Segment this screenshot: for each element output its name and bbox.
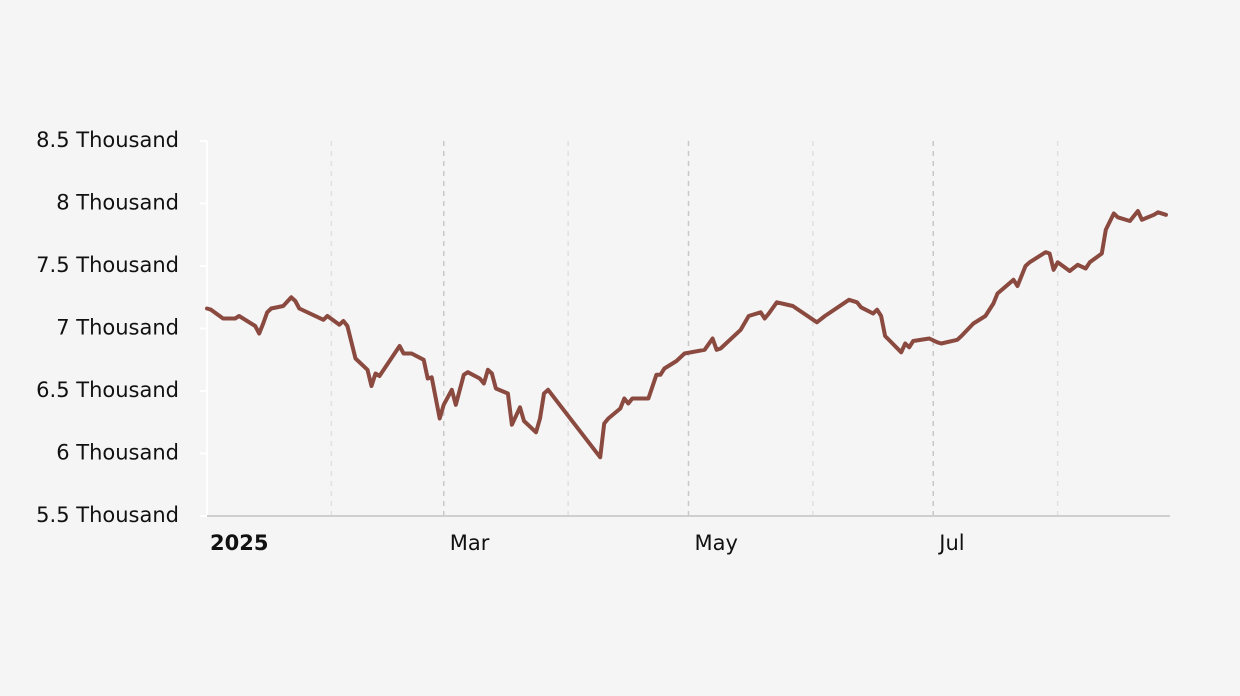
x-tick-label: Jul [937, 531, 964, 555]
x-tick-label: May [695, 531, 738, 555]
y-tick-label: 7.5 Thousand [36, 253, 179, 277]
y-tick-label: 6.5 Thousand [36, 378, 179, 402]
y-tick-label: 6 Thousand [56, 441, 179, 465]
y-tick-label: 5.5 Thousand [36, 503, 179, 527]
x-tick-label: Mar [450, 531, 490, 555]
y-tick-label: 7 Thousand [56, 316, 179, 340]
x-tick-label: 2025 [210, 531, 268, 555]
y-tick-label: 8 Thousand [56, 191, 179, 215]
y-tick-label: 8.5 Thousand [36, 128, 179, 152]
line-series [205, 209, 1168, 460]
